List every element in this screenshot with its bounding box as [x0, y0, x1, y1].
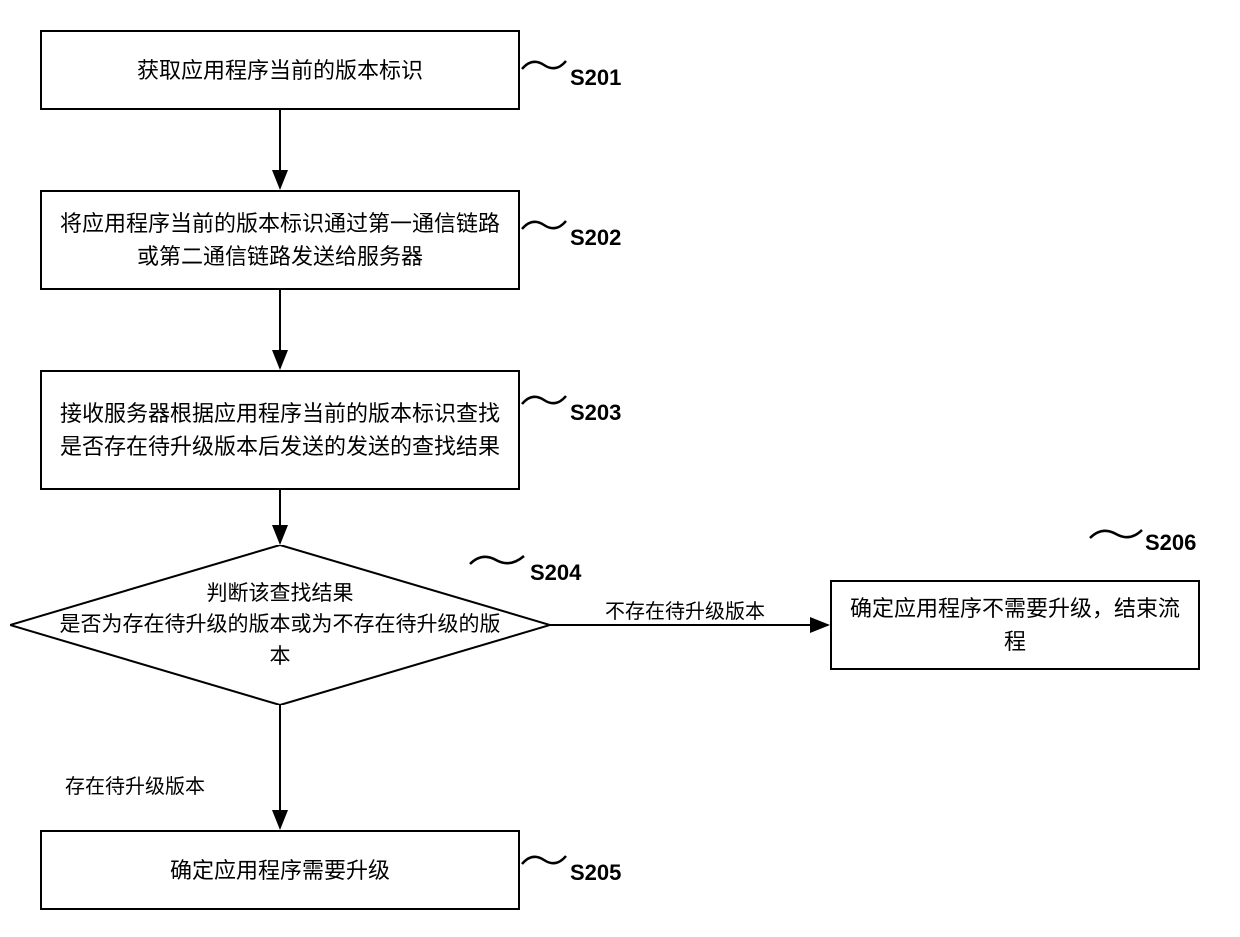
node-s201: 获取应用程序当前的版本标识 — [40, 30, 520, 110]
label-s205: S205 — [570, 860, 621, 886]
tilde-s204 — [468, 548, 526, 570]
edge-label-e4: 存在待升级版本 — [65, 770, 205, 799]
node-s203: 接收服务器根据应用程序当前的版本标识查找是否存在待升级版本后发送的发送的查找结果 — [40, 370, 520, 490]
label-s202: S202 — [570, 225, 621, 251]
node-s206-text: 确定应用程序不需要升级，结束流程 — [844, 592, 1186, 658]
tilde-s206 — [1088, 522, 1144, 544]
node-s203-text: 接收服务器根据应用程序当前的版本标识查找是否存在待升级版本后发送的发送的查找结果 — [54, 397, 506, 463]
label-s206: S206 — [1145, 530, 1196, 556]
node-s205-text: 确定应用程序需要升级 — [170, 854, 390, 887]
node-s205: 确定应用程序需要升级 — [40, 830, 520, 910]
node-s201-text: 获取应用程序当前的版本标识 — [137, 54, 423, 87]
tilde-s202 — [520, 213, 568, 235]
node-s202-text: 将应用程序当前的版本标识通过第一通信链路或第二通信链路发送给服务器 — [54, 207, 506, 273]
label-s203: S203 — [570, 400, 621, 426]
node-s206: 确定应用程序不需要升级，结束流程 — [830, 580, 1200, 670]
label-s204: S204 — [530, 560, 581, 586]
node-s202: 将应用程序当前的版本标识通过第一通信链路或第二通信链路发送给服务器 — [40, 190, 520, 290]
edge-label-e5: 不存在待升级版本 — [605, 595, 765, 624]
label-s201: S201 — [570, 65, 621, 91]
tilde-s205 — [520, 848, 568, 870]
tilde-s201 — [520, 53, 568, 75]
tilde-s203 — [520, 388, 568, 410]
